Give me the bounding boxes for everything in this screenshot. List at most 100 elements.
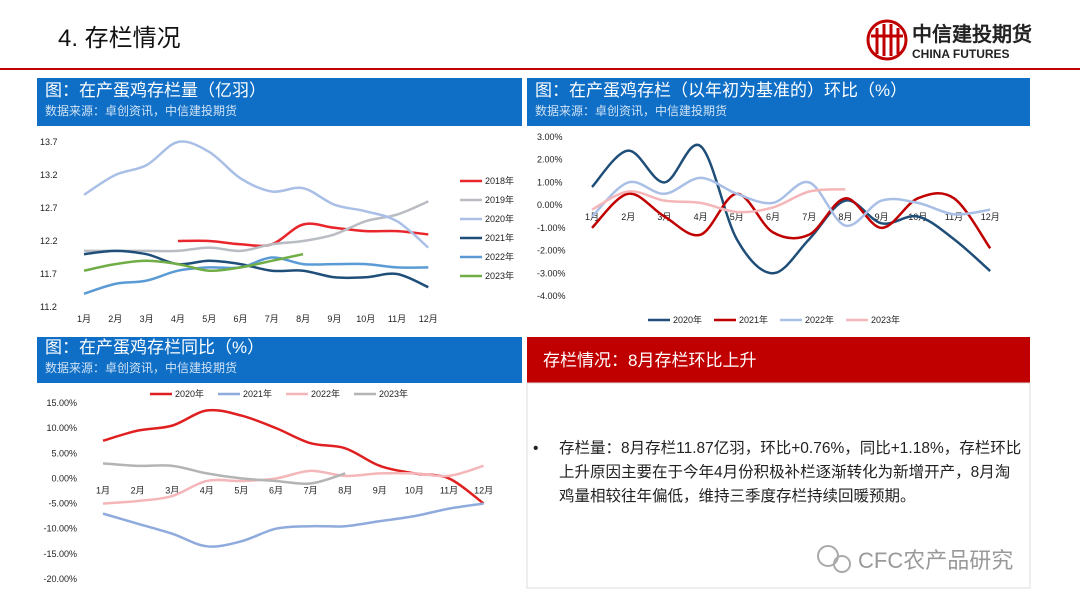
y-tick-label: -5.00% xyxy=(48,499,77,509)
legend-label: 2022年 xyxy=(485,251,514,262)
summary-text: 存栏量：8月存栏11.87亿羽，环比+0.76%，同比+1.18%，存栏环比上升… xyxy=(533,437,1025,509)
x-tick-label: 2月 xyxy=(108,314,122,324)
series-line xyxy=(591,192,992,250)
x-tick-label: 12月 xyxy=(419,314,438,324)
x-tick-label: 1月 xyxy=(96,485,110,495)
x-tick-label: 5月 xyxy=(202,314,216,324)
logo-cn: 中信建投期货 xyxy=(912,22,1032,46)
series-line xyxy=(177,222,429,248)
y-tick-label: -10.00% xyxy=(43,524,77,534)
x-tick-label: 5月 xyxy=(730,212,744,222)
x-tick-label: 3月 xyxy=(140,314,154,324)
y-tick-label: 0.00% xyxy=(51,473,77,483)
watermark: CFC农产品研究 xyxy=(858,548,1013,573)
y-tick-label: 13.2 xyxy=(40,170,58,180)
legend-label: 2022年 xyxy=(311,388,340,399)
legend-label: 2018年 xyxy=(485,175,514,186)
x-tick-label: 2月 xyxy=(131,485,145,495)
logo-en: CHINA FUTURES xyxy=(912,47,1010,61)
series-line xyxy=(591,176,991,227)
y-tick-label: 12.2 xyxy=(40,236,58,246)
legend-label: 2020年 xyxy=(175,388,204,399)
x-tick-label: 10月 xyxy=(356,314,375,324)
y-tick-label: -1.00% xyxy=(537,223,566,233)
x-tick-label: 9月 xyxy=(373,485,387,495)
y-tick-label: 1.00% xyxy=(537,177,563,187)
x-tick-label: 7月 xyxy=(265,314,279,324)
panel-header xyxy=(527,78,1030,126)
panel-source: 数据来源：卓创资讯，中信建投期货 xyxy=(535,103,727,118)
legend-label: 2023年 xyxy=(485,270,514,281)
series-line xyxy=(83,200,429,253)
x-tick-label: 9月 xyxy=(875,212,889,222)
legend-label: 2022年 xyxy=(805,314,834,325)
y-tick-label: -2.00% xyxy=(537,246,566,256)
y-tick-label: 15.00% xyxy=(46,398,77,408)
wechat-icon xyxy=(817,545,851,573)
y-tick-label: 12.7 xyxy=(40,203,58,213)
x-tick-label: 7月 xyxy=(802,212,816,222)
legend-label: 2020年 xyxy=(673,314,702,325)
panel-source: 数据来源：卓创资讯，中信建投期货 xyxy=(45,103,237,118)
legend-label: 2021年 xyxy=(243,388,272,399)
x-tick-label: 4月 xyxy=(171,314,185,324)
x-tick-label: 10月 xyxy=(405,485,424,495)
panel-header xyxy=(37,78,522,126)
panel-title: 图：在产蛋鸡存栏量（亿羽） xyxy=(45,81,266,100)
y-tick-label: 0.00% xyxy=(537,200,563,210)
x-tick-label: 8月 xyxy=(296,314,310,324)
x-tick-label: 11月 xyxy=(388,314,406,324)
logo xyxy=(866,19,908,61)
panel-title: 图：在产蛋鸡存栏同比（%） xyxy=(45,338,264,357)
series-line xyxy=(102,462,346,485)
series-line xyxy=(591,187,846,214)
header-rule xyxy=(0,68,1080,70)
panel-header xyxy=(527,337,1030,383)
series-line xyxy=(83,249,429,289)
y-tick-label: 11.2 xyxy=(40,302,57,312)
panel-header xyxy=(37,337,522,383)
x-tick-label: 8月 xyxy=(338,485,352,495)
x-tick-label: 2月 xyxy=(621,212,635,222)
series-line xyxy=(83,252,304,273)
y-tick-label: -3.00% xyxy=(537,268,566,278)
panel-body xyxy=(526,382,1031,589)
x-tick-label: 11月 xyxy=(945,212,963,222)
series-line xyxy=(102,502,484,548)
x-tick-label: 12月 xyxy=(474,485,493,495)
x-tick-label: 9月 xyxy=(327,314,341,324)
series-line xyxy=(83,256,429,295)
x-tick-label: 3月 xyxy=(165,485,179,495)
legend-label: 2023年 xyxy=(871,314,900,325)
y-tick-label: -15.00% xyxy=(43,549,77,559)
x-tick-label: 4月 xyxy=(200,485,214,495)
panel-source: 数据来源：卓创资讯，中信建投期货 xyxy=(45,360,237,375)
y-tick-label: -4.00% xyxy=(537,291,566,301)
x-tick-label: 6月 xyxy=(269,485,283,495)
x-tick-label: 6月 xyxy=(766,212,780,222)
legend-label: 2019年 xyxy=(485,194,514,205)
x-tick-label: 5月 xyxy=(234,485,248,495)
legend-label: 2021年 xyxy=(739,314,768,325)
x-tick-label: 1月 xyxy=(77,314,91,324)
y-tick-label: 11.7 xyxy=(40,269,57,279)
y-tick-label: 10.00% xyxy=(46,423,77,433)
x-tick-label: 6月 xyxy=(233,314,247,324)
legend-label: 2023年 xyxy=(379,388,408,399)
x-tick-label: 12月 xyxy=(981,212,1000,222)
y-tick-label: 13.7 xyxy=(40,137,58,147)
panel-title: 图：在产蛋鸡存栏（以年初为基准的）环比（%） xyxy=(535,81,907,100)
summary-title: 存栏情况：8月存栏环比上升 xyxy=(543,351,756,370)
y-tick-label: -20.00% xyxy=(43,574,77,584)
legend-label: 2020年 xyxy=(485,213,514,224)
x-tick-label: 8月 xyxy=(838,212,852,222)
series-line xyxy=(102,464,484,505)
legend-label: 2021年 xyxy=(485,232,514,243)
x-tick-label: 11月 xyxy=(440,485,458,495)
series-line xyxy=(591,143,992,275)
x-tick-label: 1月 xyxy=(585,212,599,222)
y-tick-label: 5.00% xyxy=(51,448,77,458)
y-tick-label: 3.00% xyxy=(537,132,563,142)
